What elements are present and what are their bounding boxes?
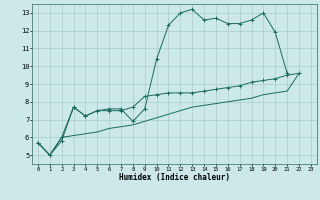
X-axis label: Humidex (Indice chaleur): Humidex (Indice chaleur) xyxy=(119,173,230,182)
